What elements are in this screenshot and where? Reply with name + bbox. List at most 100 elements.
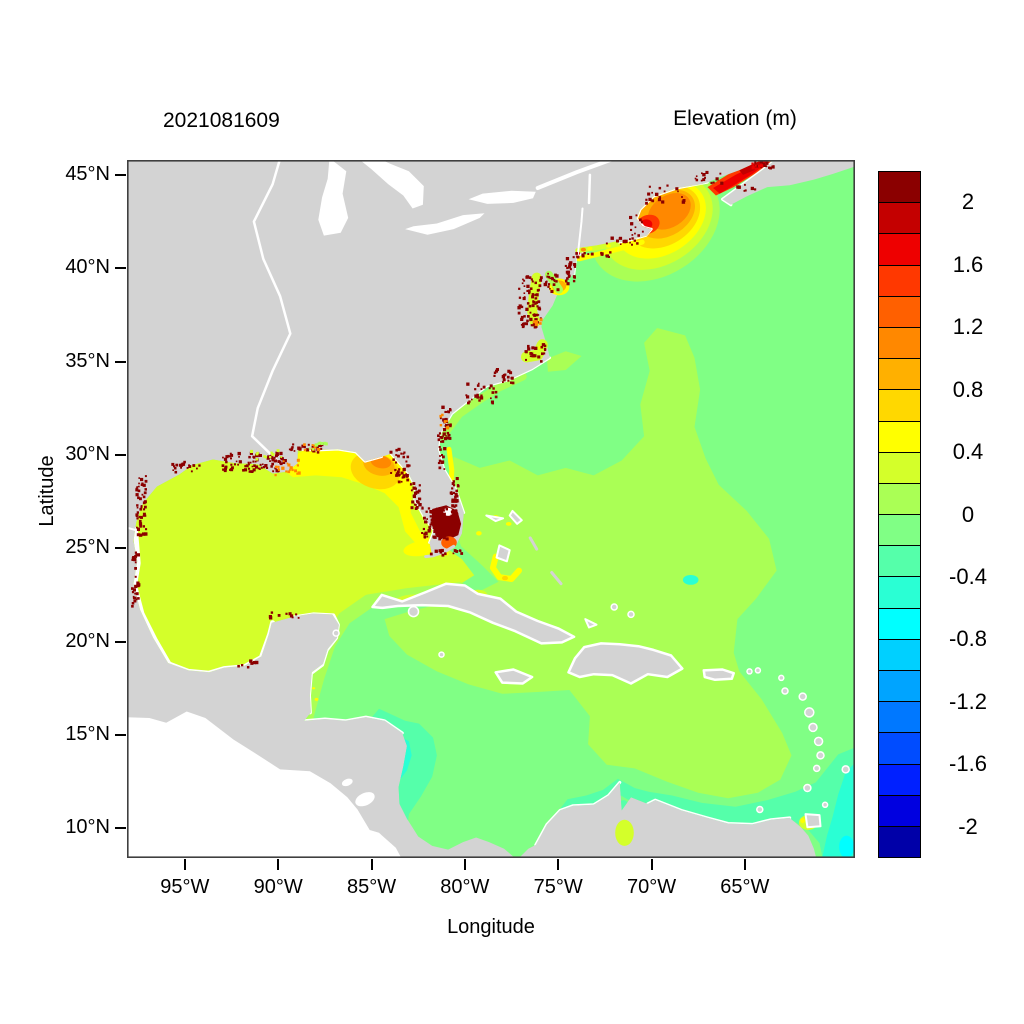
colorbar-level-box [879, 172, 920, 204]
island-inagua [584, 618, 598, 629]
paria-yellow-dot [800, 818, 806, 824]
y-tick-label: 45°N [65, 162, 110, 185]
x-tick-mark [557, 859, 560, 870]
colorbar-level-box [879, 327, 920, 360]
colorbar-level-box [879, 671, 920, 703]
colorbar-level-box [879, 826, 920, 858]
x-tick-mark [370, 859, 373, 870]
y-tick-label: 25°N [65, 536, 110, 559]
south-caribbean-mint-band [552, 746, 855, 858]
colorbar-tick-label: -1.2 [949, 688, 987, 714]
colorbar-tick-label: -0.4 [949, 563, 987, 589]
colorbar-level-box [879, 390, 920, 422]
lis-yellow-2 [606, 244, 611, 248]
lake-maracaibo-fill [615, 819, 634, 846]
colorbar-tick-label: 0 [961, 501, 975, 527]
lake-erie [405, 213, 485, 235]
colorbar-level-box [879, 577, 920, 609]
lake-ontario [468, 190, 536, 204]
y-axis-label: Latitude [36, 455, 58, 527]
speckles-georgia-orange [439, 413, 450, 430]
island-puerto-rico [702, 668, 735, 682]
y-tick-label: 40°N [65, 256, 110, 279]
island-grand-bahama [485, 514, 505, 523]
speckles-texas-laguna [135, 475, 148, 537]
speckles-ct-ri [605, 236, 639, 246]
x-tick-mark [183, 859, 186, 870]
speckles-tampa [409, 482, 422, 510]
hispaniola-ne-teal-dot [682, 575, 699, 585]
speckles-chesapeake [517, 275, 543, 329]
colorbar-level-box [879, 421, 920, 453]
x-tick-label: 95°W [160, 876, 210, 898]
speckles-nj [564, 256, 577, 286]
colorbar [878, 171, 921, 858]
colorbar-tick-label: -1.6 [949, 751, 987, 777]
mississippi-river [250, 160, 292, 464]
speckles-ns-coast [736, 183, 757, 192]
x-tick-label: 65°W [720, 876, 770, 898]
x-axis-label: Longitude [447, 916, 535, 938]
speckles-carolina [465, 382, 498, 405]
lake-managua [341, 778, 353, 787]
y-tick-mark [115, 267, 126, 270]
x-tick-mark [463, 859, 466, 870]
colorbar-tick-label: 0.4 [952, 439, 984, 465]
speckles-nfl-coast [437, 434, 447, 470]
island-long-island-bahamas [550, 571, 563, 586]
speckles-maine [645, 184, 686, 205]
y-tick-label: 20°N [65, 629, 110, 652]
colorbar-level-box [879, 764, 920, 796]
y-tick-label: 15°N [65, 722, 110, 745]
x-tick-label: 80°W [440, 876, 490, 898]
rio-grande [127, 526, 139, 532]
white-margin-colombia [534, 780, 622, 847]
speckles-mobile-green [308, 441, 328, 451]
speckles-terminos [237, 659, 259, 669]
colorbar-tick-label: -0.8 [949, 626, 987, 652]
x-tick-mark [650, 859, 653, 870]
y-tick-mark [115, 547, 126, 550]
island-trinidad [804, 813, 822, 829]
abaco-yellow [505, 522, 512, 526]
pacific-no-data [127, 711, 402, 858]
speckles-mass [629, 214, 644, 237]
colorbar-title: Elevation (m) [673, 107, 797, 130]
speckles-chesapeake-orange [532, 318, 543, 326]
speckles-wilmington [493, 368, 515, 385]
speckles-fundy-red [751, 162, 764, 171]
colorbar-level-box [879, 203, 920, 235]
colorbar-level-box [879, 296, 920, 328]
colorbar-level-box [879, 359, 920, 391]
colorbar-level-box [879, 546, 920, 578]
x-tick-label: 90°W [253, 876, 303, 898]
speckles-yucatan-north [268, 611, 300, 620]
colorbar-tick-label: 1.6 [952, 251, 984, 277]
colorbar-level-box [879, 733, 920, 765]
y-tick-mark [115, 360, 126, 363]
colorbar-level-box [879, 639, 920, 671]
se-coast-band [438, 372, 527, 441]
colorbar-tick-label: 2 [961, 189, 975, 215]
belize-yellow-dot-2 [312, 687, 316, 690]
y-tick-mark [115, 733, 126, 736]
lake-champlain [587, 173, 592, 205]
lis-yellow-1 [587, 246, 593, 251]
x-tick-label: 75°W [533, 876, 583, 898]
colorbar-tick-label: -2 [958, 813, 978, 839]
speckles-downeast [694, 170, 724, 185]
y-tick-mark [115, 640, 126, 643]
map-plot-area [127, 160, 855, 858]
andros-amber-dot [502, 575, 508, 581]
plot-frame [127, 160, 855, 858]
speckles-galveston [171, 460, 201, 474]
speckles-delmarva [543, 272, 560, 293]
speckles-big-bend [389, 447, 411, 484]
hatteras-wedge [547, 351, 582, 372]
y-tick-mark [115, 827, 126, 830]
s-new-england-yellow [576, 239, 645, 262]
speckles-louisiana-green [250, 449, 283, 461]
colorbar-level-box [879, 483, 920, 516]
colorbar-level-box [879, 702, 920, 734]
island-hispaniola [567, 642, 684, 685]
